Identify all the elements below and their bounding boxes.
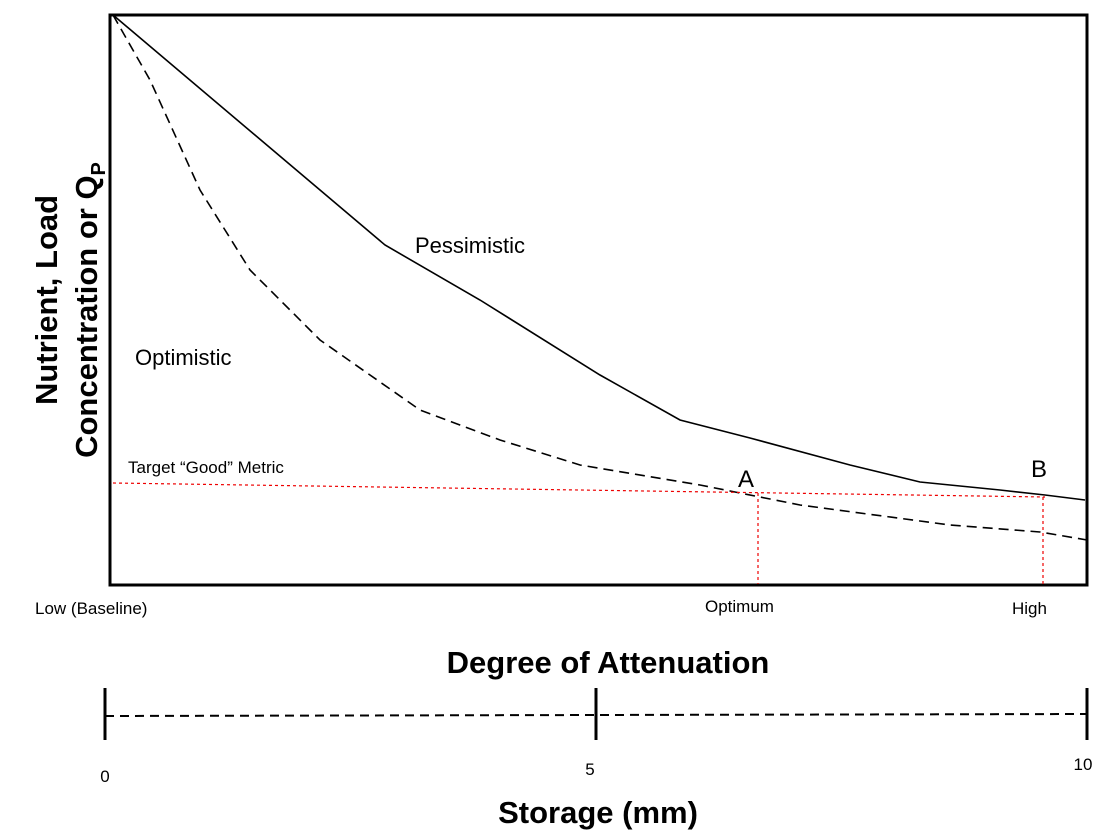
y-label-text: Concentration or Q <box>69 175 104 457</box>
y-label-subscript: P <box>88 162 110 175</box>
optimistic-curve <box>112 14 1088 541</box>
curve-label: Optimistic <box>135 345 232 370</box>
pessimistic-curve <box>112 14 1086 501</box>
point-label: B <box>1031 456 1047 483</box>
storage-tick-label: 0 <box>100 767 109 786</box>
storage-tick-label: 5 <box>585 760 594 779</box>
point-label: A <box>738 466 754 493</box>
x-axis-title: Degree of Attenuation <box>447 645 770 680</box>
y-label-line: Concentration or QP <box>69 162 110 458</box>
x-label: High <box>1012 599 1047 618</box>
storage-scale <box>104 713 1088 717</box>
target-label: Target “Good” Metric <box>128 458 284 477</box>
x-label: Optimum <box>705 597 774 616</box>
x-label: Low (Baseline) <box>35 599 147 618</box>
storage-tick-label: 10 <box>1074 755 1093 774</box>
storage-title: Storage (mm) <box>498 795 698 830</box>
curve-label: Pessimistic <box>415 233 525 258</box>
y-label-line: Nutrient, Load <box>29 195 64 405</box>
target-line <box>112 482 1046 498</box>
y-axis-label: Nutrient, Load Concentration or QP <box>29 162 110 458</box>
plot-frame <box>108 13 1089 587</box>
